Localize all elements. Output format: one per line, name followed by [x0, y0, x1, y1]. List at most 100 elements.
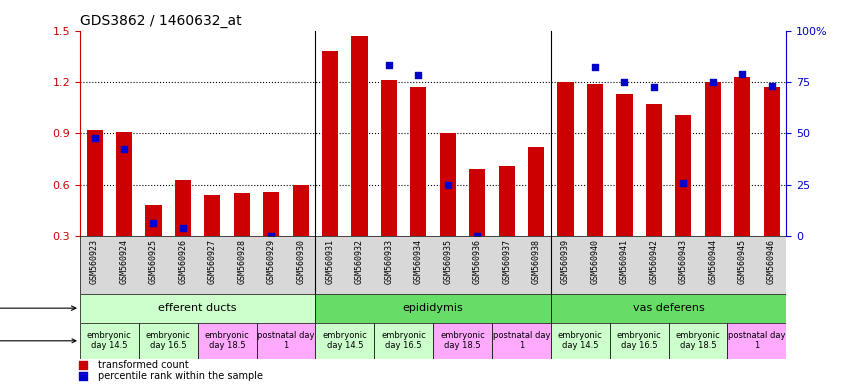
Text: GSM560937: GSM560937 — [502, 239, 511, 284]
Text: postnatal day
1: postnatal day 1 — [728, 331, 785, 351]
Bar — [499, 166, 515, 236]
Point — [77, 362, 90, 368]
Text: GSM560934: GSM560934 — [414, 239, 423, 284]
Text: epididymis: epididymis — [403, 303, 463, 313]
Bar — [139, 323, 198, 359]
Text: transformed count: transformed count — [98, 360, 188, 370]
Point — [588, 64, 601, 70]
Point — [617, 79, 631, 85]
Bar — [558, 82, 574, 236]
Point — [176, 225, 189, 231]
Point — [676, 180, 690, 186]
Bar — [80, 323, 139, 359]
Text: embryonic
day 14.5: embryonic day 14.5 — [322, 331, 368, 351]
Bar — [263, 192, 279, 236]
Bar — [610, 323, 669, 359]
Text: GSM560929: GSM560929 — [267, 239, 276, 284]
Text: GSM560938: GSM560938 — [532, 239, 541, 284]
Text: embryonic
day 18.5: embryonic day 18.5 — [204, 331, 250, 351]
Text: GSM560931: GSM560931 — [325, 239, 335, 284]
Bar — [646, 104, 662, 236]
Bar — [551, 323, 610, 359]
Bar — [80, 294, 315, 323]
Bar — [675, 114, 691, 236]
Bar — [440, 133, 456, 236]
Bar — [145, 205, 161, 236]
Text: GSM560930: GSM560930 — [296, 239, 305, 284]
Text: GSM560932: GSM560932 — [355, 239, 364, 284]
Bar — [616, 94, 632, 236]
Text: GSM560928: GSM560928 — [237, 239, 246, 284]
Point — [441, 182, 454, 188]
Text: GSM560925: GSM560925 — [149, 239, 158, 284]
Text: embryonic
day 18.5: embryonic day 18.5 — [440, 331, 485, 351]
Bar — [293, 185, 309, 236]
Text: embryonic
day 16.5: embryonic day 16.5 — [145, 331, 191, 351]
Bar — [374, 323, 433, 359]
Text: GSM560924: GSM560924 — [119, 239, 129, 284]
Bar — [322, 51, 338, 236]
Point — [77, 373, 90, 379]
Text: embryonic
day 14.5: embryonic day 14.5 — [87, 331, 132, 351]
Text: efferent ducts: efferent ducts — [158, 303, 237, 313]
Bar — [204, 195, 220, 236]
Text: GSM560942: GSM560942 — [649, 239, 659, 284]
Point — [411, 72, 425, 78]
Point — [146, 220, 160, 227]
Bar — [198, 323, 257, 359]
Point — [735, 70, 748, 76]
Bar — [116, 132, 132, 236]
Bar — [469, 169, 485, 236]
Bar — [433, 323, 492, 359]
Bar — [410, 87, 426, 236]
Text: GSM560940: GSM560940 — [590, 239, 600, 284]
Text: GDS3862 / 1460632_at: GDS3862 / 1460632_at — [80, 14, 241, 28]
Text: GSM560943: GSM560943 — [679, 239, 688, 284]
Text: GSM560944: GSM560944 — [708, 239, 717, 284]
Point — [706, 79, 719, 85]
Point — [470, 233, 484, 239]
Text: embryonic
day 16.5: embryonic day 16.5 — [381, 331, 426, 351]
Text: embryonic
day 16.5: embryonic day 16.5 — [616, 331, 662, 351]
Bar — [587, 84, 603, 236]
Point — [382, 62, 395, 68]
Text: postnatal day
1: postnatal day 1 — [257, 331, 315, 351]
Text: GSM560926: GSM560926 — [178, 239, 188, 284]
Text: percentile rank within the sample: percentile rank within the sample — [98, 371, 262, 381]
Text: tissue: tissue — [0, 303, 76, 313]
Point — [264, 233, 278, 239]
Bar — [669, 323, 727, 359]
Point — [87, 135, 101, 141]
Text: embryonic
day 18.5: embryonic day 18.5 — [675, 331, 721, 351]
Text: GSM560935: GSM560935 — [443, 239, 452, 284]
Bar — [381, 80, 397, 236]
Text: GSM560946: GSM560946 — [767, 239, 776, 284]
Text: GSM560933: GSM560933 — [384, 239, 394, 284]
Bar — [528, 147, 544, 236]
Text: GSM560945: GSM560945 — [738, 239, 747, 284]
Bar — [727, 323, 786, 359]
Text: GSM560923: GSM560923 — [90, 239, 99, 284]
Bar — [257, 323, 315, 359]
Text: GSM560939: GSM560939 — [561, 239, 570, 284]
Text: GSM560941: GSM560941 — [620, 239, 629, 284]
Bar — [705, 82, 721, 236]
Bar — [234, 194, 250, 236]
Bar — [87, 130, 103, 236]
Point — [647, 84, 660, 90]
Bar — [352, 36, 368, 236]
Text: vas deferens: vas deferens — [632, 303, 705, 313]
Text: development
stage: development stage — [0, 330, 76, 352]
Text: GSM560927: GSM560927 — [208, 239, 217, 284]
Point — [764, 83, 778, 89]
Bar — [492, 323, 551, 359]
Bar — [315, 323, 374, 359]
Bar — [315, 294, 551, 323]
Bar — [175, 180, 191, 236]
Text: GSM560936: GSM560936 — [473, 239, 482, 284]
Bar — [734, 77, 750, 236]
Text: postnatal day
1: postnatal day 1 — [493, 331, 550, 351]
Bar — [764, 87, 780, 236]
Bar — [551, 294, 786, 323]
Point — [117, 146, 130, 152]
